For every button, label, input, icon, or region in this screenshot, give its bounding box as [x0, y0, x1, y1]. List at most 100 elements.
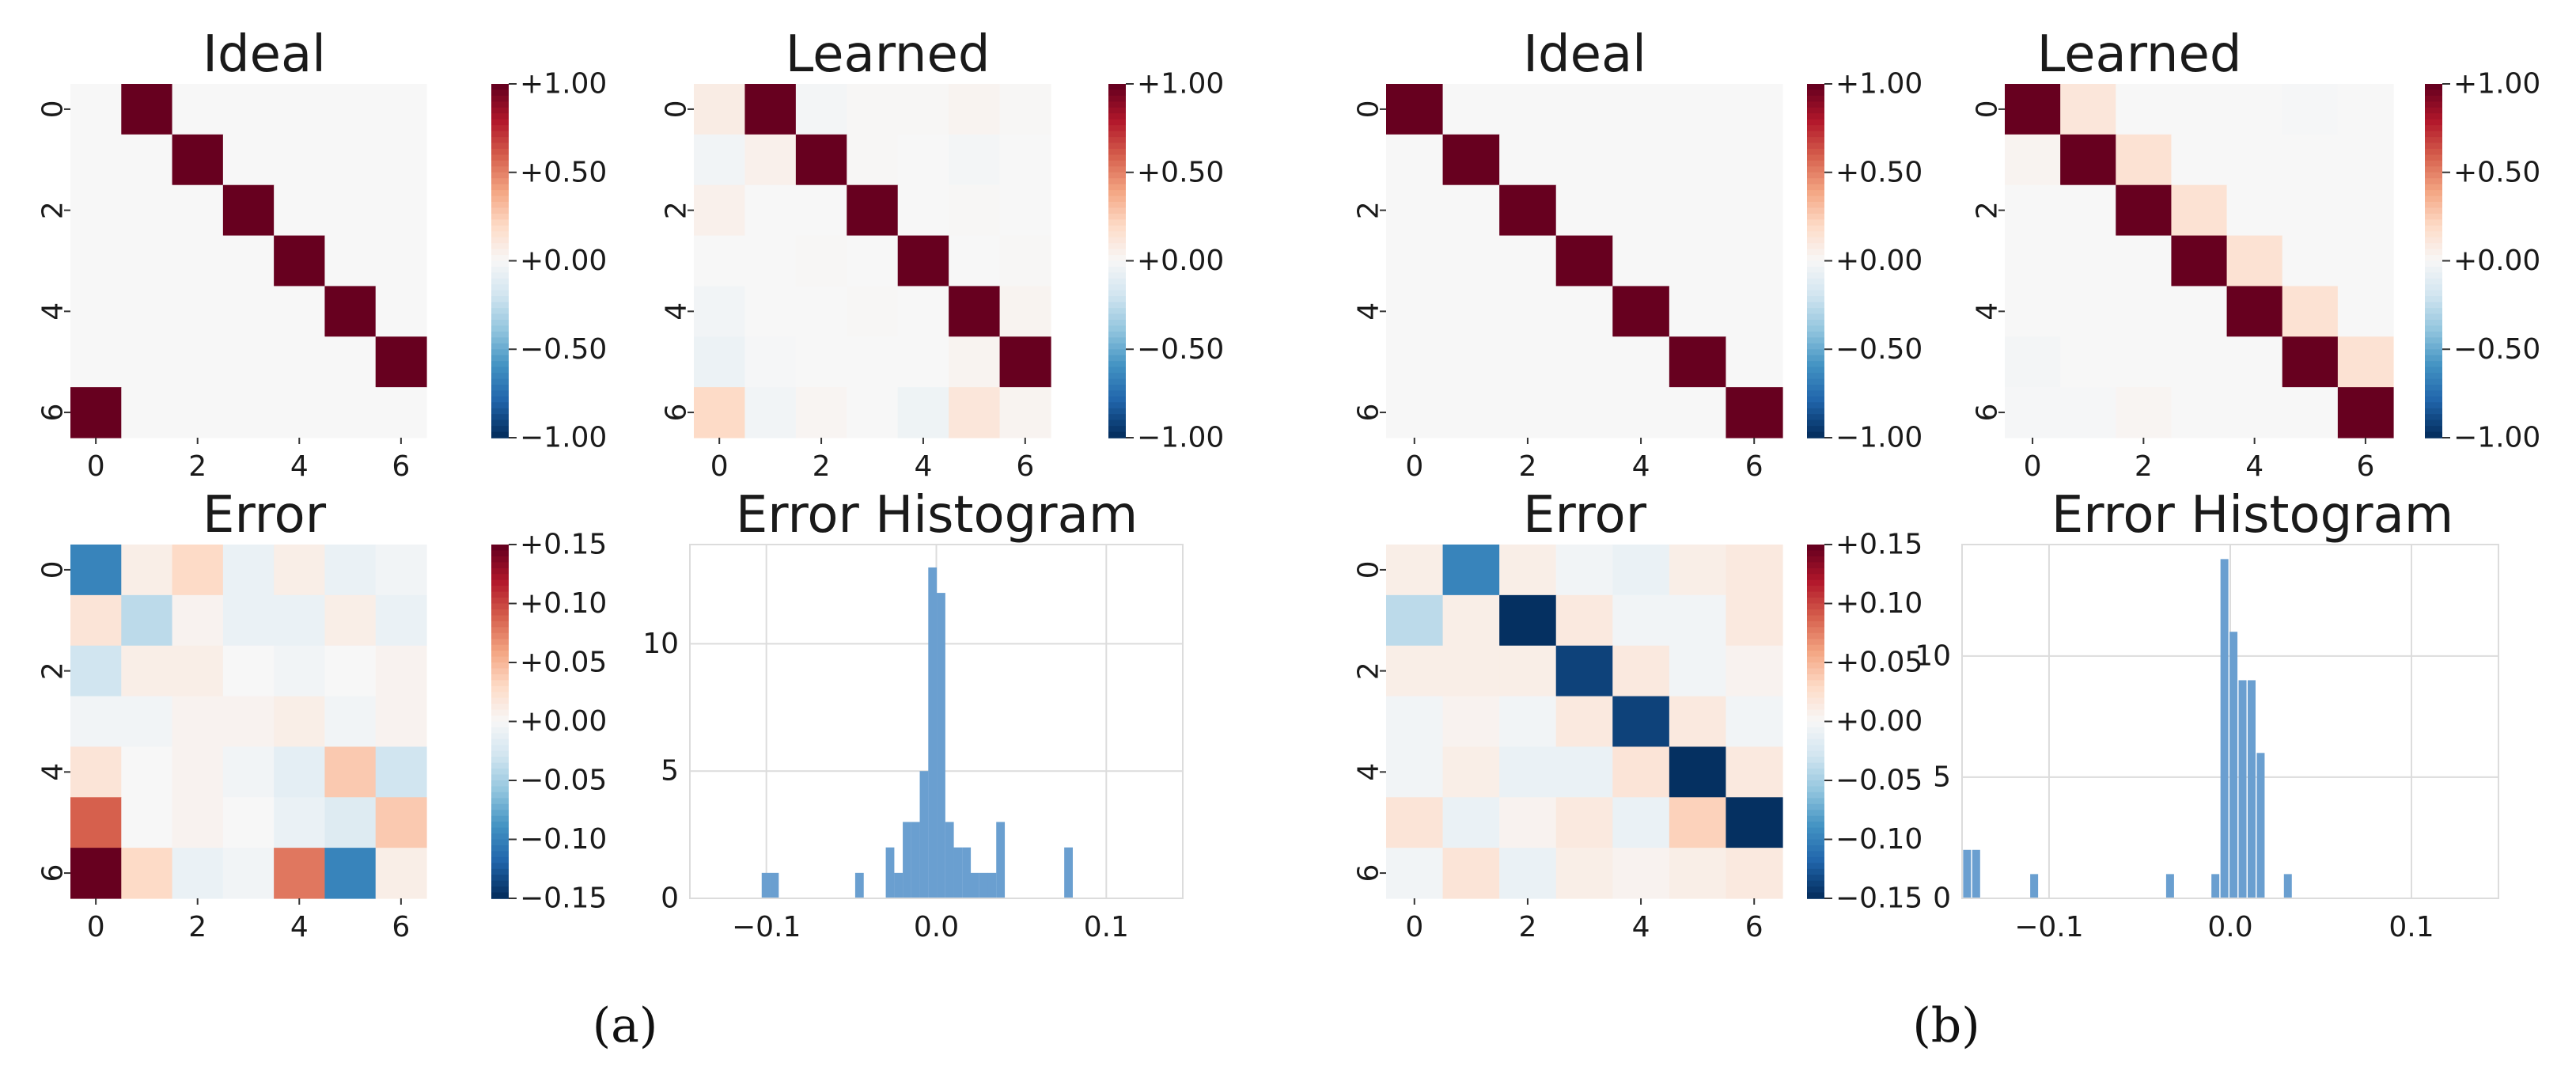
colorbar-segment — [491, 89, 509, 97]
heatmap-cell — [70, 235, 122, 287]
colorbar-segment — [1807, 373, 1824, 380]
colorbar-segment — [491, 231, 509, 238]
heatmap-cell — [1612, 696, 1670, 748]
colorbar-segment — [491, 579, 509, 586]
heatmap-cell — [274, 387, 326, 438]
heatmap-cell — [222, 848, 275, 899]
heatmap-cell — [121, 746, 173, 798]
colorbar-tick-label: +0.50 — [1835, 156, 1923, 188]
colorbar-segment — [491, 856, 509, 864]
colorbar-segment — [2425, 337, 2442, 344]
heatmap-cell — [70, 84, 122, 135]
heatmap-cell — [2337, 134, 2394, 186]
heatmap-cell — [2337, 84, 2394, 135]
heatmap-cell — [172, 797, 224, 848]
heatmap-cell — [1499, 134, 1557, 186]
heatmap-cell — [375, 84, 427, 135]
heatmap-cell — [274, 286, 326, 337]
histogram-bar — [971, 872, 979, 898]
colorbar-segment — [491, 243, 509, 250]
heatmap-cell — [222, 797, 275, 848]
colorbar-segment — [491, 154, 509, 161]
colorbar-segment — [1807, 757, 1824, 764]
colorbar-segment — [491, 195, 509, 203]
colorbar-segment — [491, 591, 509, 598]
colorbar-segment — [491, 125, 509, 132]
x-tick-label: 4 — [2245, 450, 2263, 483]
colorbar-segment — [491, 390, 509, 397]
heatmap-cell — [744, 336, 797, 388]
colorbar-segment — [1807, 331, 1824, 339]
y-tick-label: 6 — [1972, 404, 2004, 422]
heatmap-cell — [222, 594, 275, 647]
heatmap-cell — [999, 286, 1051, 337]
colorbar-segment — [491, 668, 509, 675]
colorbar-segment — [491, 101, 509, 108]
heatmap-cell — [2337, 286, 2394, 337]
colorbar-segment — [491, 709, 509, 716]
heatmap-cell — [949, 235, 1001, 287]
x-tick-label: 0.0 — [2207, 911, 2252, 943]
heatmap-cell — [949, 184, 1001, 237]
heatmap-cell — [324, 696, 377, 748]
colorbar-tick-label: −0.10 — [520, 823, 607, 856]
heatmap-cell — [274, 84, 326, 135]
heatmap-cell — [847, 184, 899, 237]
heatmap-cell — [744, 134, 797, 186]
colorbar-segment — [1807, 851, 1824, 858]
colorbar-segment — [491, 839, 509, 846]
colorbar-segment — [1807, 119, 1824, 126]
y-tick-label: 4 — [37, 763, 70, 781]
heatmap-cell — [1669, 84, 1727, 135]
heatmap-cell — [999, 134, 1051, 186]
heatmap-cell — [1386, 797, 1444, 848]
histogram-bar — [854, 872, 864, 898]
colorbar-segment — [1807, 195, 1824, 203]
colorbar-segment — [1807, 302, 1824, 309]
colorbar-segment — [1108, 231, 1126, 238]
colorbar-segment — [1108, 95, 1126, 103]
heatmap-cell — [694, 134, 746, 186]
colorbar-segment — [1108, 313, 1126, 321]
heatmap-cell — [375, 336, 427, 388]
heatmap-cell — [222, 286, 275, 337]
heatmap-cell — [1669, 545, 1727, 596]
colorbar-segment — [491, 396, 509, 404]
colorbar-segment — [491, 868, 509, 875]
colorbar-segment — [491, 260, 509, 268]
histogram-bar — [1064, 847, 1073, 898]
x-tick-label: 6 — [392, 450, 410, 483]
colorbar-segment — [491, 674, 509, 681]
heatmap-cell — [795, 84, 847, 135]
colorbar-segment — [491, 84, 509, 91]
colorbar-segment — [1807, 284, 1824, 291]
colorbar-segment — [2425, 426, 2442, 433]
heatmap-cell — [694, 336, 746, 388]
heatmap-cell — [274, 545, 326, 596]
colorbar-segment — [2425, 243, 2442, 250]
colorbar-segment — [1807, 880, 1824, 887]
colorbar-tick-label: +0.00 — [1835, 705, 1923, 738]
colorbar-segment — [1807, 727, 1824, 734]
colorbar-tick-label: +1.00 — [520, 68, 607, 101]
colorbar-segment — [1807, 662, 1824, 670]
panel-b-learned: Learned — [2037, 25, 2242, 84]
heatmap-cell — [1442, 336, 1500, 388]
colorbar-segment — [1807, 709, 1824, 716]
panel-a-error: Error — [203, 486, 327, 545]
colorbar-segment — [1108, 366, 1126, 374]
colorbar-segment — [1108, 202, 1126, 209]
heatmap-cell — [2171, 387, 2228, 438]
colorbar-segment — [1807, 674, 1824, 681]
colorbar-segment — [491, 237, 509, 244]
y-tick-label: 0 — [37, 560, 70, 579]
colorbar-segment — [2425, 366, 2442, 374]
heatmap-cell — [121, 848, 173, 899]
heatmap-cell — [1669, 286, 1727, 337]
y-tick-label: 0 — [1972, 100, 2004, 118]
colorbar-segment — [1807, 591, 1824, 598]
heatmap-cell — [1386, 84, 1444, 135]
colorbar-segment — [2425, 313, 2442, 321]
colorbar-segment — [1807, 84, 1824, 91]
heatmap-cell — [1669, 336, 1727, 388]
